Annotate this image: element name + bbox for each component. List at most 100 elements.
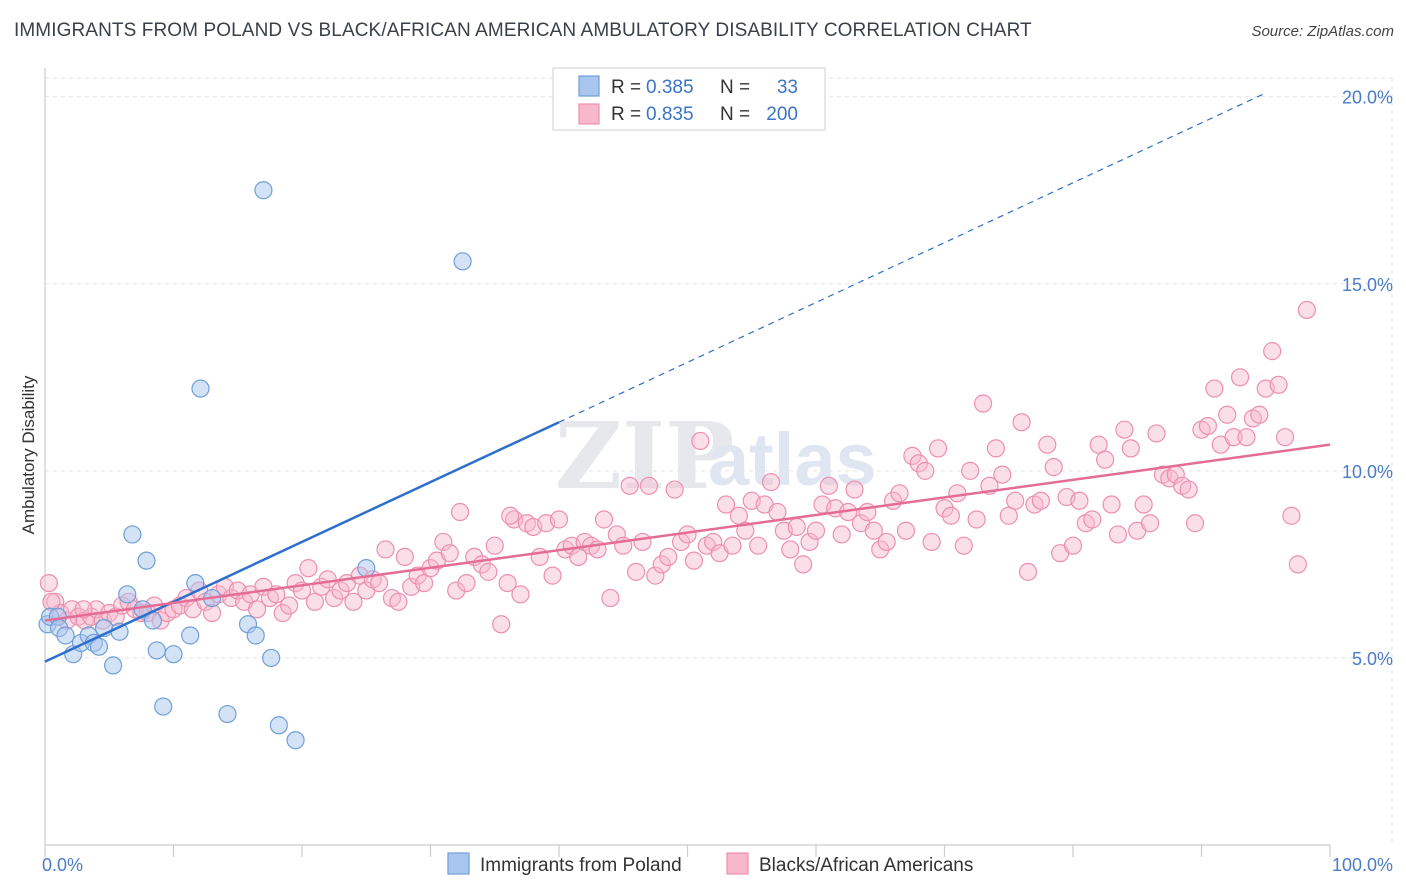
data-point-black: [909, 454, 928, 473]
data-point-black: [1288, 555, 1307, 574]
data-point-poland: [286, 731, 305, 750]
data-point-black: [1089, 435, 1108, 454]
legend-n-value-black: 200: [766, 104, 798, 125]
data-point-black: [973, 394, 993, 413]
data-point-black: [1108, 525, 1128, 544]
data-point-black: [961, 461, 980, 480]
data-point-black: [1275, 428, 1295, 447]
legend-box: R = 0.385 N = 33 R = 0.835 N = 200: [552, 67, 826, 131]
trend-line-black: [44, 443, 1331, 622]
data-point-black: [787, 517, 806, 537]
data-point-black: [299, 559, 318, 578]
bottom-legend-swatch-poland: [447, 852, 470, 875]
data-point-black: [1063, 536, 1083, 555]
data-point-black: [1044, 458, 1063, 477]
watermark-zip: ZIP: [555, 402, 734, 510]
data-point-black: [370, 573, 389, 593]
data-point-black: [935, 499, 954, 518]
data-point-black: [684, 551, 704, 570]
data-point-black: [749, 536, 768, 555]
data-point-black: [1096, 450, 1115, 469]
data-point-black: [781, 540, 800, 559]
x-tick-label-min: 0.0%: [42, 855, 83, 875]
data-point-black: [806, 521, 826, 540]
data-point-black: [479, 562, 498, 581]
data-point-black: [1185, 514, 1205, 533]
legend-swatch-black: [578, 103, 600, 125]
data-point-black: [723, 536, 742, 555]
legend-r-label-poland: R =: [611, 77, 641, 98]
data-point-black: [485, 536, 504, 555]
trend-lines: [44, 92, 1331, 663]
x-tick-label-max: 100.0%: [1332, 855, 1393, 875]
data-point-black: [954, 536, 973, 555]
data-point-black: [922, 532, 941, 552]
data-point-black: [39, 573, 58, 593]
data-point-black: [1282, 506, 1301, 525]
data-point-black: [633, 532, 652, 552]
axes: [44, 68, 1331, 857]
data-point-black: [376, 540, 395, 559]
data-point-black: [1031, 491, 1050, 510]
legend-n-value-poland: 33: [777, 77, 798, 98]
data-point-black: [665, 480, 684, 499]
chart-title: IMMIGRANTS FROM POLAND VS BLACK/AFRICAN …: [14, 20, 1032, 41]
data-point-black: [325, 588, 344, 608]
y-tick-label: 5.0%: [1352, 649, 1393, 669]
data-point-black: [716, 495, 736, 514]
data-point-black: [457, 573, 476, 593]
data-point-poland: [164, 645, 183, 664]
data-point-black: [1115, 420, 1134, 439]
data-point-poland: [104, 656, 123, 675]
data-point-black: [601, 588, 620, 608]
data-point-poland: [269, 716, 288, 735]
data-point-black: [871, 540, 890, 559]
data-point-black: [986, 439, 1006, 458]
data-point-black: [652, 555, 671, 574]
data-point-black: [389, 592, 408, 611]
data-point-black: [594, 510, 614, 529]
data-point-black: [896, 521, 916, 540]
data-point-black: [543, 566, 562, 585]
data-point-black: [890, 484, 909, 503]
data-point-black: [877, 532, 896, 552]
data-point-black: [440, 544, 459, 563]
data-point-black: [1179, 480, 1198, 499]
y-tick-label: 10.0%: [1342, 462, 1393, 482]
data-point-black: [1134, 495, 1153, 514]
y-tick-labels: 5.0% 10.0% 15.0% 20.0%: [1342, 88, 1393, 669]
data-point-black: [864, 521, 883, 540]
data-point-black: [1230, 368, 1250, 387]
data-point-black: [1038, 435, 1057, 454]
watermark: ZIP atlas: [555, 402, 877, 510]
data-point-black: [845, 480, 864, 499]
data-point-black: [800, 532, 819, 552]
data-point-black: [928, 439, 948, 458]
data-point-poland: [191, 379, 210, 398]
trend-line-poland-extrapolated: [558, 92, 1267, 423]
data-point-black: [1297, 300, 1316, 320]
data-point-black: [1198, 416, 1218, 436]
data-point-black: [549, 510, 569, 529]
data-point-black: [639, 476, 659, 495]
data-point-black: [395, 547, 414, 567]
data-point-black: [511, 585, 530, 604]
data-point-poland: [154, 697, 173, 716]
data-point-black: [247, 600, 267, 619]
data-point-black: [819, 476, 838, 495]
data-point-black: [1218, 405, 1237, 424]
data-point-poland: [181, 626, 200, 645]
data-point-poland: [147, 641, 166, 660]
data-point-black: [498, 573, 517, 593]
data-point-black: [450, 502, 470, 522]
legend-n-label-poland: N =: [720, 77, 750, 98]
data-point-black: [626, 562, 646, 581]
data-point-black: [1070, 491, 1089, 510]
data-point-black: [916, 461, 935, 480]
data-point-black: [646, 566, 665, 585]
data-point-black: [305, 592, 324, 611]
data-point-poland: [89, 637, 109, 656]
data-point-black: [659, 547, 678, 567]
data-point-black: [761, 472, 781, 492]
data-point-poland: [123, 525, 142, 544]
